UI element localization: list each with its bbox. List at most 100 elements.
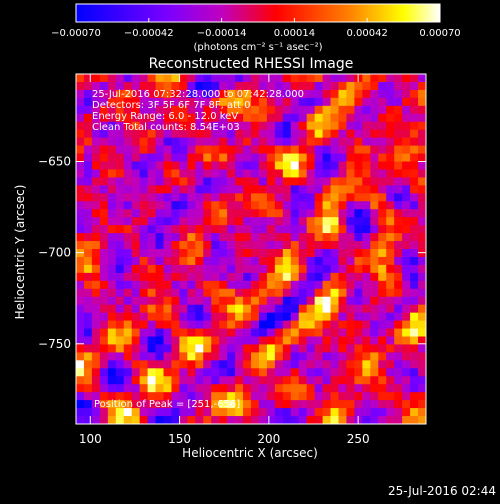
heatmap-cell <box>83 161 93 170</box>
heatmap-cell <box>306 400 316 409</box>
heatmap-cell <box>322 97 331 107</box>
heatmap-cell <box>115 241 125 250</box>
heatmap-cell <box>378 320 387 329</box>
heatmap-cell <box>386 344 395 353</box>
heatmap-cell <box>83 320 93 329</box>
heatmap-cell <box>370 177 379 186</box>
heatmap-cell <box>219 280 228 290</box>
heatmap-cell <box>314 185 323 194</box>
heatmap-cell <box>83 97 93 107</box>
heatmap-cell <box>274 384 284 393</box>
heatmap-cell <box>243 217 252 226</box>
heatmap-cell <box>123 233 133 242</box>
heatmap-cell <box>155 264 164 274</box>
heatmap-cell <box>330 368 339 377</box>
heatmap-cell <box>131 161 141 170</box>
heatmap-cell <box>227 384 236 393</box>
heatmap-cell <box>163 256 172 266</box>
heatmap-cell <box>298 105 308 115</box>
heatmap-cell <box>306 185 316 194</box>
heatmap-cell <box>251 241 260 250</box>
heatmap-cell <box>402 169 411 178</box>
heatmap-cell <box>219 121 228 131</box>
heatmap-cell <box>219 392 228 401</box>
heatmap-cell <box>163 169 172 178</box>
heatmap-cell <box>290 137 300 146</box>
heatmap-cell <box>418 225 426 234</box>
heatmap-cell <box>243 352 252 361</box>
heatmap-cell <box>243 153 252 162</box>
heatmap-cell <box>251 249 260 258</box>
heatmap-cell <box>203 97 212 107</box>
heatmap-cell <box>346 256 355 266</box>
heatmap-cell <box>99 320 109 329</box>
heatmap-cell <box>115 256 125 266</box>
heatmap-cell <box>83 129 93 139</box>
heatmap-cell <box>330 105 339 115</box>
heatmap-cell <box>330 296 339 306</box>
heatmap-cell <box>123 280 133 290</box>
heatmap-cell <box>203 233 212 242</box>
heatmap-cell <box>418 201 426 210</box>
heatmap-cell <box>243 145 252 154</box>
heatmap-cell <box>76 416 85 424</box>
colorbar-tick-label: −0.00042 <box>124 28 174 39</box>
heatmap-cell <box>418 81 426 91</box>
heatmap-cell <box>211 137 220 146</box>
heatmap-cell <box>76 312 85 321</box>
heatmap-cell <box>258 304 268 314</box>
heatmap-cell <box>123 320 133 329</box>
heatmap-cell <box>251 113 260 123</box>
heatmap-cell <box>282 392 292 401</box>
heatmap-cell <box>282 233 292 242</box>
heatmap-cell <box>251 368 260 377</box>
heatmap-cell <box>402 177 411 186</box>
heatmap-cell <box>346 280 355 290</box>
heatmap-cell <box>418 336 426 345</box>
heatmap-cell <box>298 272 308 282</box>
heatmap-cell <box>163 249 172 258</box>
heatmap-cell <box>107 256 117 266</box>
heatmap-cell <box>76 344 85 353</box>
heatmap-cell <box>219 328 228 337</box>
heatmap-cell <box>402 153 411 162</box>
heatmap-cell <box>338 233 347 242</box>
heatmap-cell <box>131 89 141 99</box>
heatmap-cell <box>346 392 355 401</box>
heatmap-cell <box>139 145 148 154</box>
heatmap-cell <box>410 193 419 202</box>
heatmap-cell <box>306 272 316 282</box>
heatmap-cell <box>171 217 180 226</box>
heatmap-cell <box>418 233 426 242</box>
heatmap-cell <box>139 217 148 226</box>
heatmap-cell <box>155 288 164 298</box>
heatmap-cell <box>274 416 284 424</box>
heatmap-cell <box>171 272 180 282</box>
heatmap-cell <box>91 81 101 91</box>
heatmap-cell <box>346 145 355 154</box>
heatmap-cell <box>107 113 117 123</box>
heatmap-cell <box>203 392 212 401</box>
heatmap-cell <box>131 233 141 242</box>
heatmap-cell <box>338 312 347 321</box>
heatmap-cell <box>322 81 331 91</box>
heatmap-cell <box>187 352 196 361</box>
heatmap-cell <box>171 408 180 417</box>
heatmap-cell <box>394 280 403 290</box>
heatmap-cell <box>386 177 395 186</box>
heatmap-cell <box>386 304 395 314</box>
heatmap-cell <box>322 225 331 234</box>
heatmap-cell <box>76 193 85 202</box>
heatmap-cell <box>306 264 316 274</box>
heatmap-cell <box>155 392 164 401</box>
heatmap-cell <box>251 129 260 139</box>
heatmap-cell <box>211 193 220 202</box>
heatmap-cell <box>394 296 403 306</box>
heatmap-cell <box>219 129 228 139</box>
heatmap-cell <box>91 312 101 321</box>
heatmap-cell <box>171 169 180 178</box>
heatmap-cell <box>235 272 244 282</box>
heatmap-cell <box>282 209 292 218</box>
heatmap-cell <box>91 256 101 266</box>
heatmap-cell <box>83 280 93 290</box>
